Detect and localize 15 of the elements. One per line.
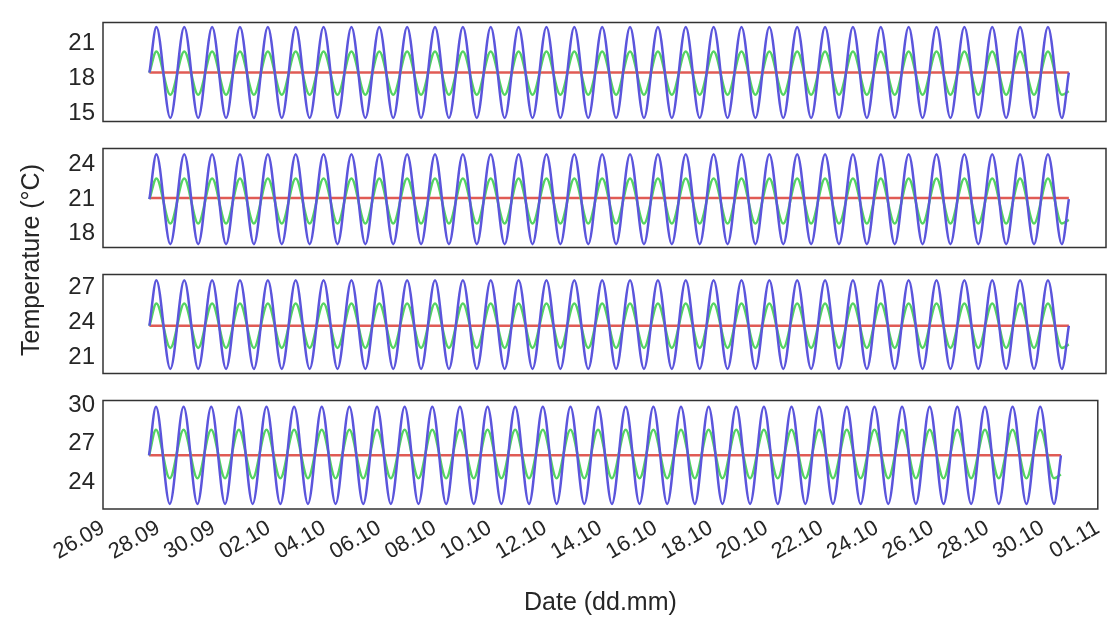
y-tick-label: 21 [68, 183, 95, 211]
y-tick-label: 18 [68, 63, 95, 91]
y-tick-label: 24 [68, 149, 95, 177]
y-tick-label: 18 [68, 218, 95, 246]
y-tick-label: 27 [68, 428, 95, 456]
y-tick-label: 30 [68, 390, 95, 418]
y-tick-label: 27 [68, 271, 95, 299]
y-axis-title: Temperature (°C) [15, 164, 45, 356]
y-tick-label: 21 [68, 341, 95, 369]
y-tick-label: 24 [68, 306, 95, 334]
y-tick-label: 15 [68, 98, 95, 126]
y-tick-label: 24 [68, 466, 95, 494]
y-tick-label: 21 [68, 28, 95, 56]
x-axis-title: Date (dd.mm) [523, 586, 677, 615]
x-tick-label: 01.11 [1044, 514, 1104, 563]
